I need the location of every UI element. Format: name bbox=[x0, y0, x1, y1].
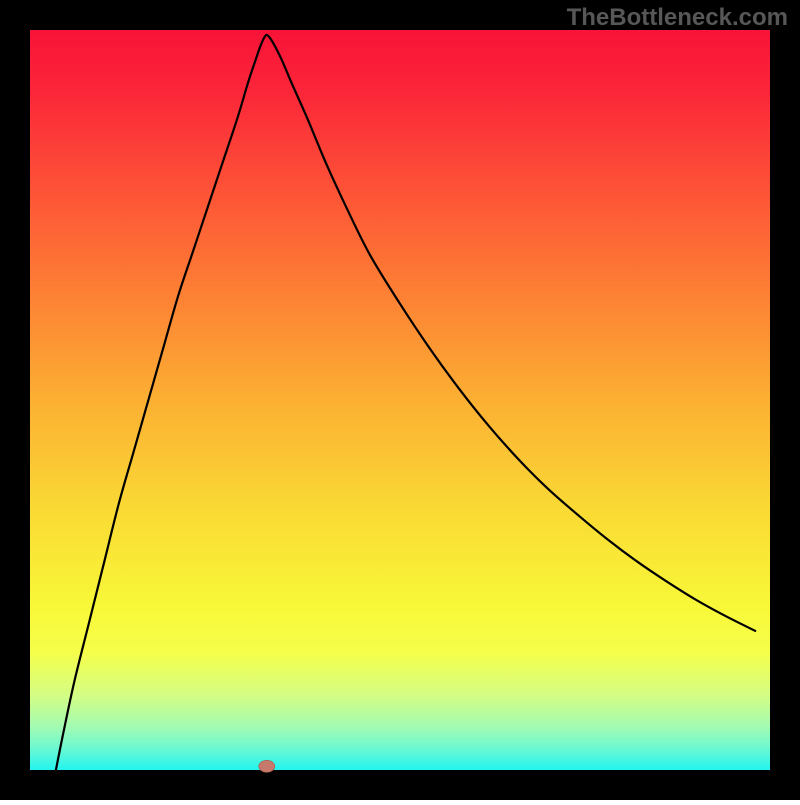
plot-area bbox=[30, 30, 770, 770]
attribution-text: TheBottleneck.com bbox=[567, 4, 788, 32]
bottleneck-chart bbox=[0, 0, 800, 800]
optimum-marker bbox=[259, 760, 275, 772]
chart-container bbox=[0, 0, 800, 800]
